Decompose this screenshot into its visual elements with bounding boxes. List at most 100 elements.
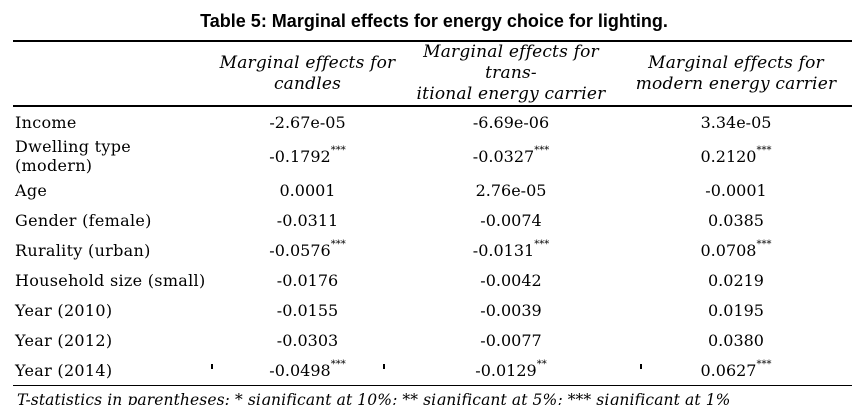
value-text: -0.0042 — [480, 270, 542, 290]
value-text: -0.0131 — [472, 240, 535, 260]
value-text: 3.34e-05 — [700, 112, 772, 132]
cell-value: 0.0195 — [620, 295, 852, 325]
cell-value: -0.0001 — [620, 175, 852, 205]
header-col-candles: Marginal effects for candles — [213, 40, 402, 107]
cell-value: -6.69e-06 — [402, 106, 620, 137]
value-text: 0.0627 — [700, 360, 757, 380]
footnote-row: T-statistics in parentheses: * significa… — [13, 385, 852, 405]
footnote: T-statistics in parentheses: * significa… — [13, 385, 852, 405]
table-row: Year (2014) -0.0498*** -0.0129** 0.0627*… — [13, 355, 852, 386]
header-col-modern: Marginal effects for modern energy carri… — [620, 40, 852, 107]
row-label: Year (2014) — [15, 360, 113, 380]
cell-value: 0.0385 — [620, 205, 852, 235]
cell-value: -0.0131*** — [402, 235, 620, 265]
value-text: -2.67e-05 — [269, 112, 346, 132]
value-text: 2.76e-05 — [475, 180, 547, 200]
value-text: -0.0176 — [276, 270, 339, 290]
column-divider-tick — [640, 364, 642, 369]
value-text: 0.0380 — [708, 330, 764, 350]
significance-stars: *** — [756, 358, 772, 370]
value-text: -0.1792 — [269, 146, 331, 166]
cell-value: -0.0042 — [402, 265, 620, 295]
value-text: -6.69e-06 — [472, 112, 550, 132]
cell-value: 0.0001 — [213, 175, 402, 205]
significance-stars: *** — [330, 358, 346, 370]
cell-value: -0.0155 — [213, 295, 402, 325]
header-line: itional energy carrier — [416, 84, 606, 104]
value-text: 0.0001 — [279, 180, 336, 200]
table-row: Household size (small) -0.0176 -0.0042 0… — [13, 265, 852, 295]
cell-value: -0.0074 — [402, 205, 620, 235]
table-row: Dwelling type (modern) -0.1792*** -0.032… — [13, 137, 852, 175]
cell-value: -0.0311 — [213, 205, 402, 235]
header-row: Marginal effects for candles Marginal ef… — [13, 40, 852, 107]
cell-value: -0.0039 — [402, 295, 620, 325]
table-row: Rurality (urban) -0.0576*** -0.0131*** 0… — [13, 235, 852, 265]
significance-stars: *** — [756, 144, 772, 156]
cell-value: 0.0219 — [620, 265, 852, 295]
row-label: Gender (female) — [15, 210, 152, 230]
value-text: -0.0077 — [480, 330, 542, 350]
cell-value: -0.0129** — [402, 355, 620, 386]
table-row: Year (2012) -0.0303 -0.0077 0.0380 — [13, 325, 852, 355]
row-label: Household size (small) — [15, 270, 206, 290]
value-text: -0.0074 — [480, 210, 542, 230]
cell-value: -0.0077 — [402, 325, 620, 355]
header-line: candles — [273, 73, 342, 94]
row-label: Dwelling type (modern) — [15, 137, 132, 175]
cell-value: -0.0327*** — [402, 137, 620, 175]
value-text: 0.2120 — [700, 146, 757, 166]
table-row: Income -2.67e-05 -6.69e-06 3.34e-05 — [13, 106, 852, 137]
row-label: Rurality (urban) — [15, 240, 151, 260]
column-divider-tick — [383, 364, 385, 369]
header-empty-cell — [13, 40, 213, 107]
table-row: Gender (female) -0.0311 -0.0074 0.0385 — [13, 205, 852, 235]
header-line: Marginal effects for — [219, 52, 396, 73]
cell-value: 3.34e-05 — [620, 106, 852, 137]
row-label: Income — [15, 112, 77, 132]
significance-stars: ** — [536, 358, 547, 370]
value-text: 0.0195 — [708, 300, 764, 320]
header-line: Marginal effects for trans- — [423, 42, 599, 83]
row-label: Year (2012) — [15, 330, 113, 350]
cell-value: -0.0303 — [213, 325, 402, 355]
significance-stars: *** — [756, 238, 772, 250]
significance-stars: *** — [534, 238, 550, 250]
value-text: 0.0708 — [700, 240, 757, 260]
cell-value: 0.2120*** — [620, 137, 852, 175]
value-text: -0.0155 — [276, 300, 339, 320]
row-label: Year (2010) — [15, 300, 113, 320]
significance-stars: *** — [330, 238, 346, 250]
table-row: Age 0.0001 2.76e-05 -0.0001 — [13, 175, 852, 205]
cell-value: -0.0498*** — [213, 355, 402, 386]
value-text: -0.0327 — [472, 146, 535, 166]
cell-value: -2.67e-05 — [213, 106, 402, 137]
value-text: -0.0129 — [475, 360, 537, 380]
significance-stars: *** — [534, 144, 550, 156]
value-text: -0.0303 — [276, 330, 339, 350]
cell-value: -0.0176 — [213, 265, 402, 295]
table-title: Table 5: Marginal effects for energy cho… — [200, 11, 668, 31]
value-text: 0.0385 — [708, 210, 764, 230]
header-col-transitional: Marginal effects for trans- itional ener… — [402, 40, 620, 107]
cell-value: 0.0627*** — [620, 355, 852, 386]
value-text: 0.0219 — [708, 270, 764, 290]
cell-value: 0.0708*** — [620, 235, 852, 265]
value-text: -0.0001 — [705, 180, 767, 200]
table-row: Year (2010) -0.0155 -0.0039 0.0195 — [13, 295, 852, 325]
row-label: Age — [15, 180, 48, 200]
value-text: -0.0311 — [276, 210, 339, 230]
cell-value: 0.0380 — [620, 325, 852, 355]
cell-value: -0.0576*** — [213, 235, 402, 265]
cell-value: -0.1792*** — [213, 137, 402, 175]
value-text: -0.0576 — [269, 240, 331, 260]
significance-stars: *** — [330, 144, 346, 156]
header-line: Marginal effects for — [648, 52, 824, 73]
cell-value: 2.76e-05 — [402, 175, 620, 205]
header-line: modern energy carrier — [635, 73, 837, 94]
value-text: -0.0498 — [269, 360, 331, 380]
column-divider-tick — [211, 364, 213, 369]
marginal-effects-table: Marginal effects for candles Marginal ef… — [13, 40, 852, 405]
value-text: -0.0039 — [480, 300, 542, 320]
